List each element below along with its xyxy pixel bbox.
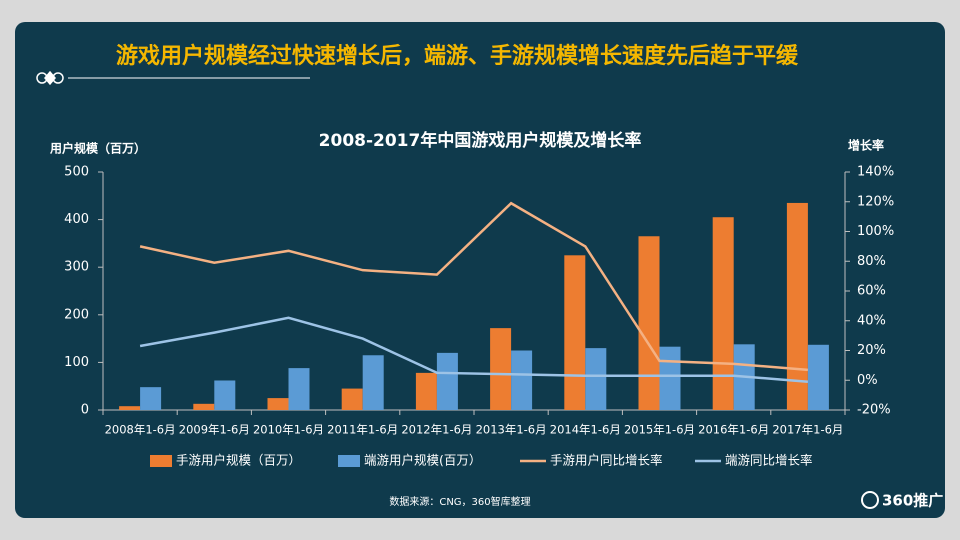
source-note: 数据来源：CNG，360智库整理 <box>389 495 530 508</box>
y-tick-label: 400 <box>64 212 89 227</box>
y2-tick-label: 40% <box>857 313 886 328</box>
x-tick-label: 2008年1-6月 <box>105 423 176 437</box>
x-tick-label: 2017年1-6月 <box>772 423 843 437</box>
bar <box>193 403 215 410</box>
ornament <box>36 70 310 86</box>
x-tick-label: 2013年1-6月 <box>476 423 547 437</box>
y-axis-label: 用户规模（百万） <box>49 141 146 156</box>
line <box>139 316 808 383</box>
x-tick-label: 2012年1-6月 <box>401 423 472 437</box>
panel <box>15 22 945 518</box>
y2-tick-label: 140% <box>857 165 894 180</box>
legend-label: 端游同比增长率 <box>725 453 813 468</box>
y-tick-label: 200 <box>64 307 89 322</box>
y2-tick-label: 120% <box>857 194 894 209</box>
legend-label: 端游用户规模(百万） <box>364 453 481 468</box>
line <box>139 201 808 372</box>
y-tick-label: 0 <box>81 403 89 418</box>
legend-swatch <box>150 455 172 467</box>
bar <box>119 406 141 410</box>
bar <box>564 255 586 410</box>
y2-tick-label: 0% <box>857 373 878 388</box>
x-tick-label: 2016年1-6月 <box>698 423 769 437</box>
y-tick-label: 300 <box>64 260 89 275</box>
x-tick-label: 2014年1-6月 <box>550 423 621 437</box>
y2-tick-label: 60% <box>857 284 886 299</box>
slide-title: 游戏用户规模经过快速增长后，端游、手游规模增长速度先后趋于平缓 <box>116 43 799 69</box>
bar <box>214 380 236 410</box>
x-tick-label: 2011年1-6月 <box>327 423 398 437</box>
legend-label: 手游用户规模（百万） <box>176 453 301 468</box>
x-tick-label: 2015年1-6月 <box>624 423 695 437</box>
legend-label: 手游用户同比增长率 <box>550 453 663 468</box>
legend-swatch <box>338 455 360 467</box>
bar <box>490 328 512 410</box>
bar <box>140 387 162 410</box>
x-tick-label: 2009年1-6月 <box>179 423 250 437</box>
chart-title: 2008-2017年中国游戏用户规模及增长率 <box>319 130 642 151</box>
bar <box>362 355 384 410</box>
y2-tick-label: 80% <box>857 254 886 269</box>
y2-tick-label: 100% <box>857 224 894 239</box>
bar <box>807 344 829 410</box>
bar <box>511 350 533 410</box>
bar <box>659 346 681 410</box>
bar <box>786 202 808 410</box>
logo: 360推广 <box>861 491 943 510</box>
bar <box>585 348 607 410</box>
y-tick-label: 500 <box>64 165 89 180</box>
y2-tick-label: -20% <box>857 403 891 418</box>
bar <box>267 398 289 410</box>
x-tick-label: 2010年1-6月 <box>253 423 324 437</box>
bar <box>436 352 458 410</box>
bar <box>712 217 734 410</box>
bar <box>415 372 437 410</box>
y-tick-label: 100 <box>64 355 89 370</box>
bar <box>341 388 363 410</box>
bar <box>638 236 660 410</box>
y2-axis-label: 增长率 <box>848 138 884 153</box>
bar <box>288 368 310 410</box>
y2-tick-label: 20% <box>857 343 886 358</box>
logo-text: 360推广 <box>882 492 943 510</box>
